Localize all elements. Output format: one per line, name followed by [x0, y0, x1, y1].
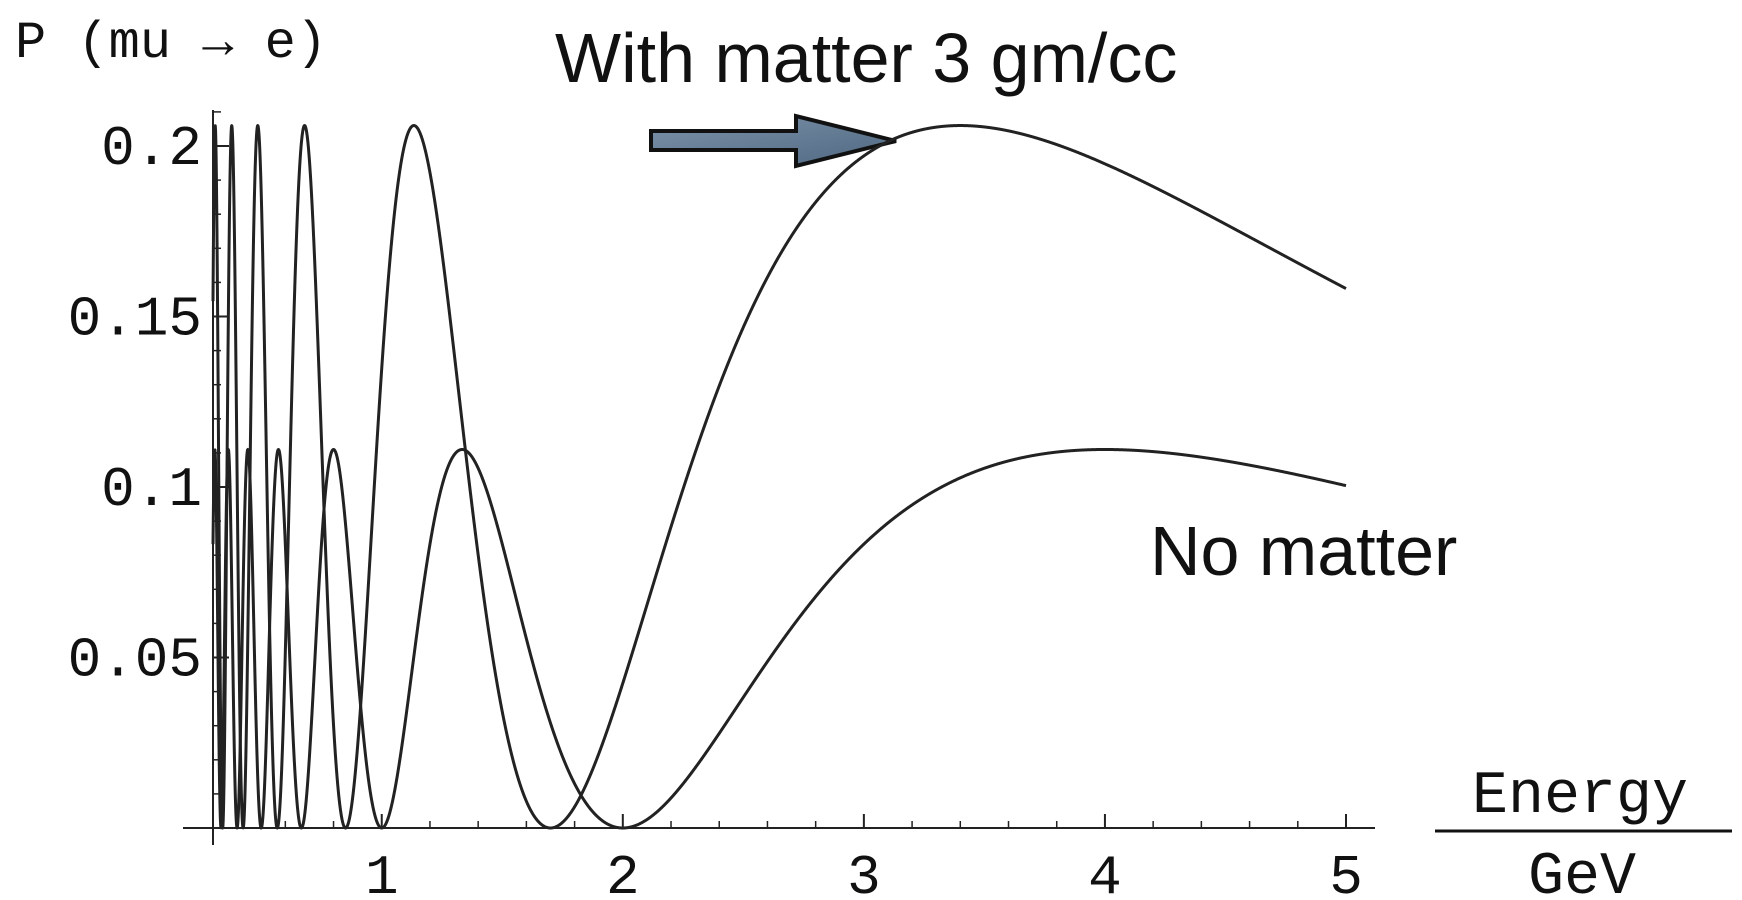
x-axis-label-numerator: Energy: [1472, 763, 1688, 831]
x-tick-label: 1: [365, 846, 399, 900]
y-tick-label: 0.1: [101, 458, 202, 522]
x-axis-label-denominator: GeV: [1528, 844, 1636, 900]
x-tick-label: 4: [1088, 846, 1122, 900]
y-tick-label: 0.2: [101, 117, 202, 181]
x-tick-label: 5: [1329, 846, 1363, 900]
y-tick-label: 0.15: [68, 288, 202, 352]
y-axis-label: P (mu → e): [15, 14, 327, 73]
annotation-with-matter: With matter 3 gm/cc: [555, 19, 1177, 97]
x-tick-label: 3: [847, 846, 881, 900]
series-line-matter: [213, 126, 1346, 828]
series-line-vacuum: [213, 449, 1346, 828]
annotation-no-matter: No matter: [1150, 512, 1457, 590]
x-tick-label: 2: [606, 846, 640, 900]
y-tick-label: 0.05: [68, 629, 202, 693]
